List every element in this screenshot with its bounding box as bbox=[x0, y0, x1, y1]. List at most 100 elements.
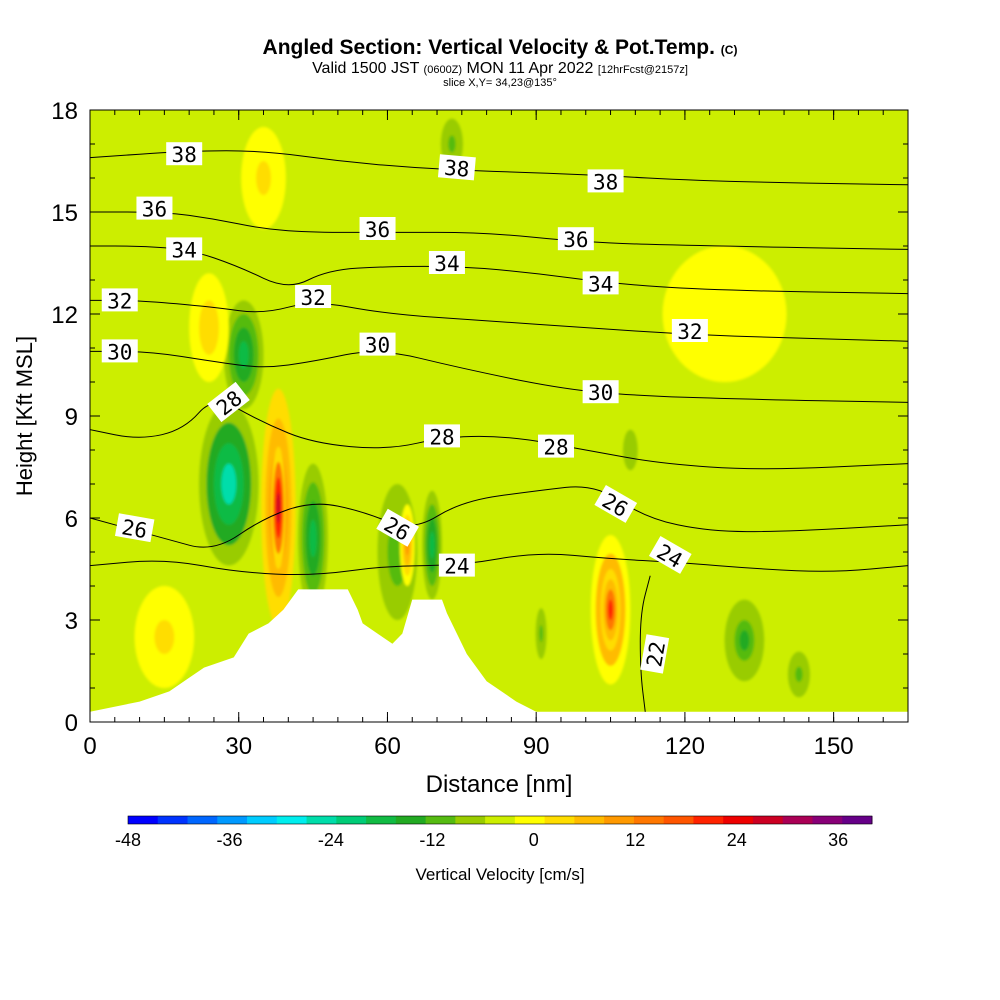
theta-label-text: 34 bbox=[588, 272, 613, 296]
theta-label-text: 38 bbox=[443, 156, 470, 182]
theta-label-box bbox=[538, 434, 575, 458]
chart-title: Angled Section: Vertical Velocity & Pot.… bbox=[0, 36, 1000, 60]
theta-label-text: 26 bbox=[120, 515, 149, 543]
colorbar-swatch bbox=[187, 816, 218, 824]
colorbar-tick-label: -12 bbox=[419, 830, 445, 850]
theta-label-box bbox=[136, 196, 173, 220]
theta-contour-36 bbox=[90, 211, 908, 250]
y-axis-label: Height [Kft MSL] bbox=[12, 336, 37, 496]
theta-label-box bbox=[587, 169, 624, 193]
valid-fcst: [12hrFcst@2157z] bbox=[597, 64, 688, 76]
colorbar-swatch bbox=[812, 816, 843, 824]
colorbar: -48 -36 -24 -12 0 12 24 36 bbox=[115, 815, 873, 850]
y-tick-label: 0 bbox=[65, 710, 78, 737]
theta-label-box bbox=[166, 237, 203, 261]
theta-label-text: 32 bbox=[677, 320, 702, 344]
theta-label-box bbox=[359, 332, 396, 356]
valid-date: MON 11 Apr 2022 bbox=[466, 60, 594, 77]
velocity-cell-8-level-3 bbox=[539, 625, 543, 643]
valid-prefix: Valid 1500 JST bbox=[312, 60, 420, 77]
theta-label-text: 24 bbox=[444, 555, 469, 579]
terrain-shape bbox=[90, 589, 908, 722]
velocity-cell-18-level-3 bbox=[448, 135, 456, 153]
theta-label-box bbox=[295, 285, 332, 308]
theta-label-text: 36 bbox=[563, 228, 588, 252]
velocity-cell-1-level-3 bbox=[238, 341, 249, 369]
theta-label-box bbox=[101, 339, 138, 363]
colorbar-tick-label: -48 bbox=[115, 830, 141, 850]
y-tick-label: 12 bbox=[51, 302, 78, 329]
colorbar-swatch bbox=[723, 816, 754, 824]
theta-label-text: 22 bbox=[642, 640, 670, 669]
valid-utc: (0600Z) bbox=[423, 64, 463, 76]
velocity-cell-12-level-3 bbox=[256, 161, 271, 195]
theta-label-5: 36 bbox=[557, 227, 594, 252]
velocity-cell-6-level-3 bbox=[739, 630, 750, 651]
colorbar-swatch bbox=[128, 816, 159, 824]
theta-label-box bbox=[557, 227, 594, 251]
theta-label-11: 32 bbox=[671, 319, 708, 344]
y-tick-label: 15 bbox=[51, 200, 78, 227]
velocity-cell-2-level-3 bbox=[309, 519, 317, 558]
terrain-mask bbox=[90, 589, 908, 722]
colorbar-swatch bbox=[276, 816, 308, 824]
theta-label-box bbox=[166, 142, 203, 166]
velocity-cell-11-level-3 bbox=[204, 314, 214, 342]
colorbar-swatch bbox=[455, 816, 486, 824]
theta-label-text: 30 bbox=[365, 334, 390, 358]
chart-title-main: Angled Section: Vertical Velocity & Pot.… bbox=[262, 36, 715, 59]
colorbar-swatch bbox=[157, 816, 189, 824]
theta-label-box bbox=[359, 217, 396, 240]
theta-label-14: 30 bbox=[582, 380, 619, 405]
colorbar-swatch bbox=[663, 816, 694, 824]
theta-label-13: 30 bbox=[359, 332, 396, 358]
theta-label-9: 32 bbox=[101, 288, 138, 313]
theta-label-7: 34 bbox=[428, 251, 465, 276]
theta-label-text: 38 bbox=[172, 143, 197, 167]
theta-label-3: 36 bbox=[136, 196, 173, 222]
theta-label-text: 38 bbox=[593, 170, 618, 194]
theta-label-4: 36 bbox=[359, 217, 396, 242]
theta-label-2: 38 bbox=[587, 169, 624, 194]
chart-title-suffix: (C) bbox=[720, 43, 738, 57]
theta-label-8: 34 bbox=[582, 271, 619, 296]
theta-label-12: 30 bbox=[101, 339, 138, 364]
colorbar-swatch bbox=[633, 816, 665, 824]
theta-label-text: 36 bbox=[365, 218, 390, 242]
theta-label-23: 22 bbox=[640, 634, 670, 674]
theta-label-box bbox=[582, 271, 619, 295]
theta-label-16: 28 bbox=[423, 424, 460, 449]
colorbar-tick-label: -36 bbox=[216, 830, 242, 850]
theta-label-text: 28 bbox=[543, 436, 568, 460]
theta-label-text: 28 bbox=[429, 425, 454, 449]
colorbar-swatch bbox=[514, 816, 546, 824]
velocity-cell-7-level-3 bbox=[795, 666, 803, 683]
theta-label-text: 32 bbox=[107, 289, 132, 313]
slice-line: slice X,Y= 34,23@135° bbox=[443, 77, 557, 89]
colorbar-tick-label: 24 bbox=[727, 830, 747, 850]
theta-contour-34 bbox=[90, 245, 908, 295]
x-tick-label: 0 bbox=[83, 733, 96, 760]
velocity-cell-17-level-3 bbox=[693, 280, 756, 348]
theta-label-text: 30 bbox=[107, 340, 132, 364]
theta-contour-22 bbox=[639, 575, 651, 712]
theta-label-box bbox=[114, 513, 155, 543]
colorbar-swatch bbox=[247, 816, 278, 824]
y-tick-label: 3 bbox=[65, 608, 78, 635]
theta-label-box bbox=[207, 381, 250, 423]
theta-label-text: 34 bbox=[434, 252, 459, 276]
theta-label-box bbox=[428, 251, 465, 274]
colorbar-swatch bbox=[842, 816, 873, 824]
theta-contour-28 bbox=[90, 402, 908, 470]
y-tick-label: 6 bbox=[65, 506, 78, 533]
colorbar-swatch bbox=[366, 816, 397, 824]
theta-label-box bbox=[423, 424, 460, 448]
velocity-cell-3-level-3 bbox=[392, 535, 403, 569]
colorbar-swatch bbox=[485, 816, 516, 824]
theta-label-box bbox=[671, 319, 708, 342]
y-tick-label: 18 bbox=[51, 98, 78, 125]
theta-label-17: 28 bbox=[538, 434, 575, 460]
x-tick-label: 120 bbox=[665, 733, 705, 760]
